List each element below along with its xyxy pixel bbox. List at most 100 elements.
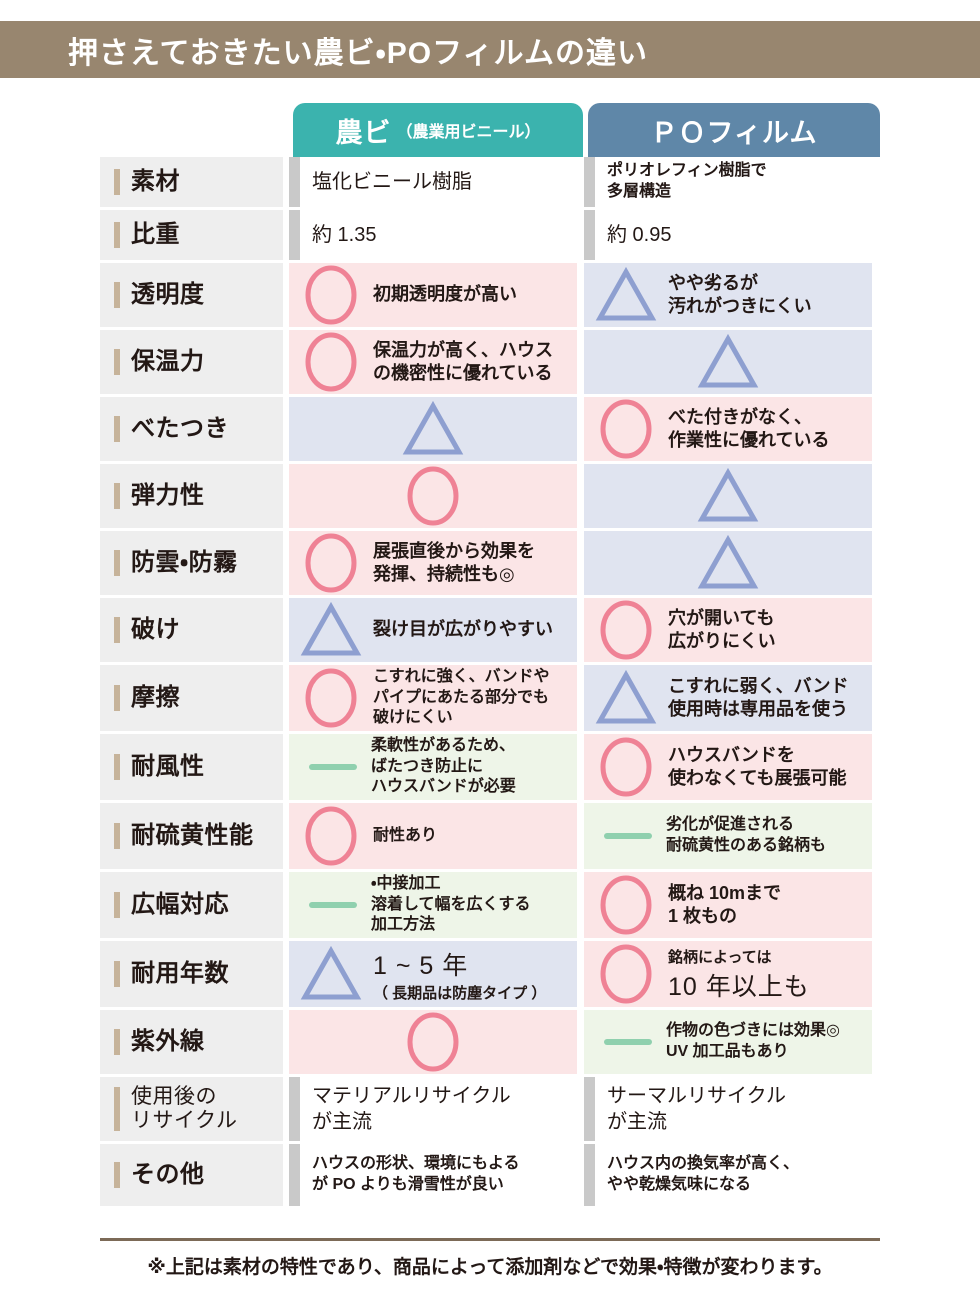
- cell-po-row-15: ハウス内の換気率が高く、 やや乾燥気味になる: [584, 1144, 872, 1206]
- dash-mark-glyph: [309, 902, 357, 908]
- table-row: 広幅対応 ・中接加工 溶着して幅を広くする 加工方法 概ね 10mまで 1 枚もの: [0, 872, 980, 938]
- cell-po-row-1: 約 0.95: [584, 210, 872, 260]
- row-label-accent-bar: [114, 1162, 120, 1188]
- circle-mark-glyph: [305, 668, 357, 728]
- cell-po-row-2: やや劣るが 汚れがつきにくい: [584, 263, 872, 327]
- column-headers: 農ビ （農業用ビニール） ＰＯフィルム: [0, 103, 980, 157]
- table-row: 防雲・防霧 展張直後から効果を 発揮、持続性も◎: [0, 531, 980, 595]
- row-label-cell: 弾力性: [100, 464, 283, 528]
- table-row: 耐用年数 1 ~ 5 年 （ 長期品は防塵タイプ ） 銘柄によっては 10 年以上も: [0, 941, 980, 1007]
- cell-text: ・中接加工 溶着して幅を広くする 加工方法: [371, 874, 531, 934]
- row-label-accent-bar: [114, 961, 120, 987]
- cell-nobi-row-11: ・中接加工 溶着して幅を広くする 加工方法: [289, 872, 577, 938]
- row-label-cell: 耐用年数: [100, 941, 283, 1007]
- row-label-text: その他: [131, 1160, 205, 1188]
- cell-text: 塩化ビニール樹脂: [312, 171, 472, 193]
- cell-text: 約 0.95: [607, 224, 672, 246]
- circle-mark-glyph: [600, 737, 652, 797]
- row-label-cell: べたつき: [100, 397, 283, 461]
- cell-accent-bar: [584, 1077, 595, 1141]
- row-label-accent-bar: [114, 1087, 120, 1131]
- row-label-accent-bar: [114, 892, 120, 918]
- cell-po-row-4: べた付きがなく、 作業性に優れている: [584, 397, 872, 461]
- cell-text: マテリアルリサイクル が主流: [312, 1085, 511, 1133]
- dash-mark-icon: [590, 826, 666, 846]
- dash-mark-icon: [295, 757, 371, 777]
- column-header-nobi-sublabel: （農業用ビニール）: [396, 124, 541, 141]
- footer-divider: [100, 1238, 880, 1241]
- row-label-text: 耐用年数: [131, 959, 229, 987]
- row-label-accent-bar: [114, 169, 120, 195]
- cell-po-row-9: ハウスバンドを 使わなくても展張可能: [584, 734, 872, 800]
- cell-text: 概ね 10mまで 1 枚もの: [668, 882, 782, 926]
- footnote: ※上記は素材の特性であり、商品によって添加剤などで効果・特徴が変わります。: [147, 1257, 833, 1278]
- circle-mark-glyph: [600, 875, 652, 935]
- circle-mark-icon: [289, 530, 373, 596]
- cell-text: 裂け目が広がりやすい: [373, 619, 553, 640]
- cell-text: ハウスバンドを 使わなくても展張可能: [668, 744, 847, 788]
- cell-text: 初期透明度が高い: [373, 284, 517, 305]
- cell-text: ハウス内の換気率が高く、 やや乾燥気味になる: [607, 1155, 800, 1193]
- circle-mark-icon: [289, 665, 373, 731]
- circle-mark-icon: [584, 734, 668, 800]
- triangle-mark-glyph: [697, 467, 759, 522]
- cell-po-row-5: [584, 464, 872, 528]
- row-label-cell: 素材: [100, 157, 283, 207]
- triangle-mark-icon: [697, 466, 759, 526]
- circle-mark-glyph: [407, 1012, 459, 1072]
- cell-nobi-row-13: [289, 1010, 577, 1074]
- triangle-mark-glyph: [595, 266, 657, 321]
- column-header-po-label: ＰＯフィルム: [650, 117, 818, 148]
- circle-mark-glyph: [407, 466, 459, 526]
- cell-accent-bar: [584, 1144, 595, 1206]
- row-label-accent-bar: [114, 617, 120, 643]
- row-label-cell: 防雲・防霧: [100, 531, 283, 595]
- circle-mark-icon: [584, 396, 668, 462]
- cell-text: 保温力が高く、ハウス の機密性に優れている: [373, 339, 553, 383]
- table-row: 摩擦 こすれに強く、バンドや パイプにあたる部分でも 破けにくい こすれに弱く、バン…: [0, 665, 980, 731]
- table-row: 保温力 保温力が高く、ハウス の機密性に優れている: [0, 330, 980, 394]
- column-header-nobi-label: 農ビ: [335, 117, 392, 148]
- cell-nobi-row-0: 塩化ビニール樹脂: [289, 157, 577, 207]
- row-label-text: 比重: [131, 220, 180, 248]
- cell-stacked-text: 1 ~ 5 年 （ 長期品は防塵タイプ ）: [373, 946, 546, 1003]
- dash-mark-glyph: [604, 1039, 652, 1045]
- row-label-accent-bar: [114, 550, 120, 576]
- table-row: その他 ハウスの形状、環境にもよる が PO よりも滑雪性が良い ハウス内の換気率が…: [0, 1144, 980, 1206]
- row-label-cell: 摩擦: [100, 665, 283, 731]
- row-label-text: 耐硫黄性能: [131, 821, 254, 849]
- cell-text: ポリオレフィン樹脂で 多層構造: [607, 162, 767, 200]
- circle-mark-glyph: [600, 600, 652, 660]
- cell-po-row-8: こすれに弱く、バンド 使用時は専用品を使う: [584, 665, 872, 731]
- cell-nobi-row-10: 耐性あり: [289, 803, 577, 869]
- row-label-text: 摩擦: [131, 683, 180, 711]
- row-label-text: 破け: [131, 615, 180, 643]
- row-label-text: べたつき: [131, 414, 229, 442]
- column-header-nobi: 農ビ （農業用ビニール）: [293, 103, 583, 157]
- cell-text: 耐性あり: [373, 826, 438, 844]
- cell-nobi-row-2: 初期透明度が高い: [289, 263, 577, 327]
- circle-mark-icon: [289, 329, 373, 395]
- cell-accent-bar: [289, 1077, 300, 1141]
- triangle-mark-icon: [289, 944, 373, 1004]
- circle-mark-icon: [584, 597, 668, 663]
- cell-text: 柔軟性があるため、 ばたつき防止に ハウスバンドが必要: [371, 736, 516, 796]
- triangle-mark-glyph: [595, 669, 657, 724]
- row-label-accent-bar: [114, 416, 120, 442]
- row-label-cell: 比重: [100, 210, 283, 260]
- row-label-text: 保温力: [131, 347, 205, 375]
- cell-text: 展張直後から効果を 発揮、持続性も◎: [373, 540, 535, 584]
- row-label-text: 弾力性: [131, 481, 205, 509]
- circle-mark-icon: [404, 1009, 462, 1075]
- row-label-accent-bar: [114, 1029, 120, 1055]
- cell-nobi-row-7: 裂け目が広がりやすい: [289, 598, 577, 662]
- cell-nobi-row-1: 約 1.35: [289, 210, 577, 260]
- cell-text: こすれに弱く、バンド 使用時は専用品を使う: [668, 675, 849, 719]
- cell-text: ハウスの形状、環境にもよる が PO よりも滑雪性が良い: [312, 1155, 520, 1193]
- cell-po-row-0: ポリオレフィン樹脂で 多層構造: [584, 157, 872, 207]
- cell-text: こすれに強く、バンドや パイプにあたる部分でも 破けにくい: [373, 667, 550, 727]
- triangle-mark-glyph: [697, 333, 759, 388]
- table-row: 耐硫黄性能 耐性あり 劣化が促進される 耐硫黄性のある銘柄も: [0, 803, 980, 869]
- cell-text: 穴が開いても 広がりにくい: [668, 607, 776, 651]
- cell-text-secondary: 銘柄によっては: [668, 948, 772, 966]
